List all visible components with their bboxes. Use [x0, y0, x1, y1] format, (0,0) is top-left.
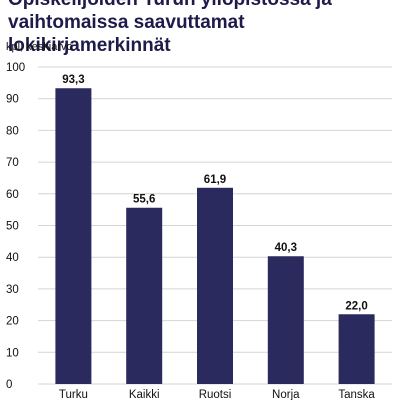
y-tick-label: 10 — [6, 347, 19, 359]
y-tick-label: 50 — [6, 221, 19, 233]
y-tick-label: 60 — [6, 189, 19, 201]
y-tick-label: 0 — [6, 379, 12, 391]
data-label: 22,0 — [345, 300, 367, 312]
y-axis-ticks: 0 10 20 30 40 50 60 70 80 90 100 — [6, 62, 25, 391]
bars — [55, 88, 375, 384]
y-tick-label: 70 — [6, 157, 19, 169]
chart-title: Opiskelijoiden Turun yliopistossa ja vai… — [8, 0, 332, 56]
bar — [126, 207, 163, 384]
y-tick-label: 30 — [6, 284, 19, 296]
y-tick-label: 40 — [6, 252, 19, 264]
bar — [55, 88, 92, 384]
y-tick-label: 20 — [6, 316, 19, 328]
data-label: 55,6 — [133, 194, 155, 206]
y-tick-label: 80 — [6, 125, 19, 137]
data-label: 93,3 — [62, 74, 84, 86]
x-category-label: Tanska — [338, 389, 375, 400]
bar — [197, 187, 233, 384]
x-category-label: Ruotsi — [199, 389, 232, 400]
y-tick-label: 90 — [6, 94, 19, 106]
bar — [267, 256, 304, 384]
y-tick-label: 100 — [6, 62, 25, 74]
x-axis-categories: Turku Kaikki Ruotsi Norja Tanska — [59, 389, 376, 400]
x-category-label: Turku — [59, 389, 88, 400]
bar — [338, 314, 375, 384]
x-category-label: Norja — [272, 389, 300, 400]
data-label: 40,3 — [275, 242, 297, 254]
x-category-label: Kaikki — [129, 389, 160, 400]
data-label: 61,9 — [204, 174, 226, 186]
y-axis-unit-label: kpl, keskiarvo — [6, 41, 73, 53]
data-labels: 93,3 55,6 61,9 40,3 22,0 — [62, 74, 368, 312]
